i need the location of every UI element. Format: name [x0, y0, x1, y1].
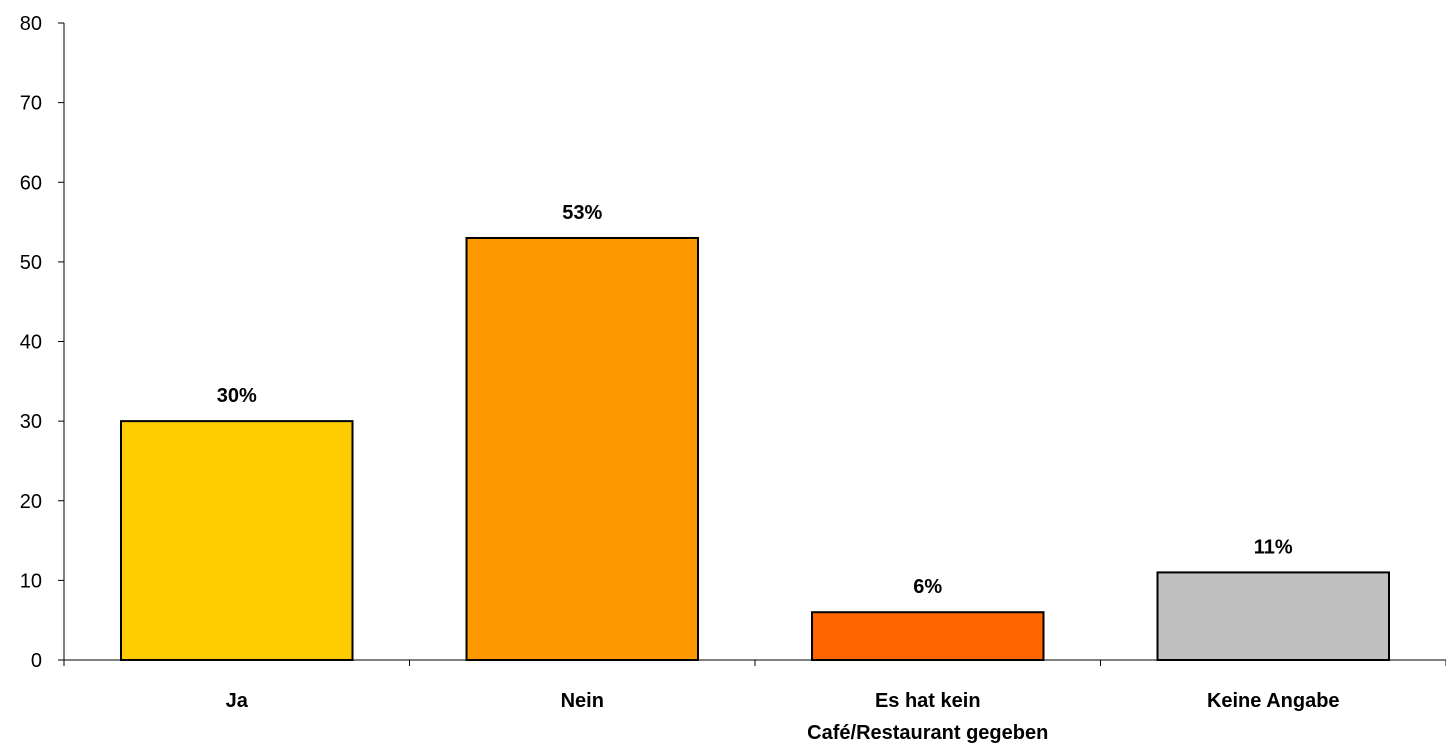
data-labels: 30% 53% 6% 11% — [217, 202, 1293, 598]
y-tick-label: 60 — [20, 172, 42, 194]
category-label: Nein — [561, 690, 604, 712]
y-tick-label: 0 — [31, 650, 42, 672]
y-tick-label: 50 — [20, 252, 42, 274]
y-tick-label: 70 — [20, 93, 42, 115]
category-labels: Ja Nein Es hat kein Café/Restaurant gegeben… — [226, 690, 1340, 744]
x-axis-ticks — [63, 660, 1446, 666]
y-tick-label: 20 — [20, 491, 42, 513]
category-label: Es hat kein — [875, 690, 981, 712]
category-label: Keine Angabe — [1207, 690, 1340, 712]
bar — [811, 611, 1045, 661]
data-label: 6% — [913, 576, 942, 598]
category-label: Ja — [226, 690, 249, 712]
bar — [1156, 571, 1390, 661]
data-label: 53% — [562, 202, 602, 224]
data-label: 30% — [217, 385, 257, 407]
y-tick-label: 80 — [20, 13, 42, 35]
y-tick-label: 40 — [20, 332, 42, 354]
bar — [120, 420, 354, 661]
category-label: Café/Restaurant gegeben — [807, 722, 1048, 744]
data-label: 11% — [1254, 536, 1293, 558]
y-axis-ticks: 0 10 20 30 40 50 60 70 80 — [20, 13, 64, 672]
y-tick-label: 30 — [20, 411, 42, 433]
bar — [465, 236, 699, 662]
bars — [120, 236, 1390, 662]
y-tick-label: 10 — [20, 570, 42, 592]
